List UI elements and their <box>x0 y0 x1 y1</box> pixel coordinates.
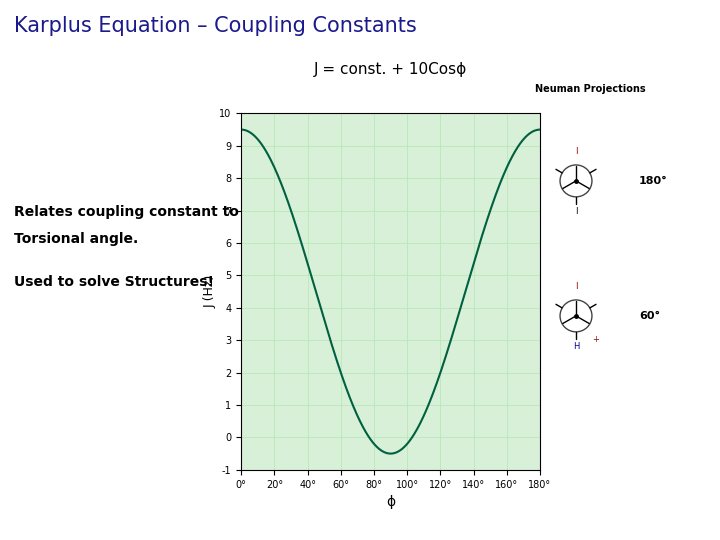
Text: Torsional angle.: Torsional angle. <box>14 232 139 246</box>
Text: Relates coupling constant to: Relates coupling constant to <box>14 205 239 219</box>
Text: Used to solve Structures!: Used to solve Structures! <box>14 275 215 289</box>
Text: 60°: 60° <box>639 311 660 321</box>
Text: I: I <box>575 282 577 291</box>
Text: Neuman Projections: Neuman Projections <box>535 84 646 94</box>
Text: I: I <box>575 147 577 156</box>
Text: H: H <box>573 342 579 351</box>
Text: I: I <box>575 207 577 216</box>
Text: J = const. + 10Cosϕ: J = const. + 10Cosϕ <box>314 62 467 77</box>
Text: Karplus Equation – Coupling Constants: Karplus Equation – Coupling Constants <box>14 16 417 36</box>
X-axis label: ϕ: ϕ <box>386 495 395 509</box>
Text: +: + <box>592 335 598 344</box>
Text: 180°: 180° <box>639 176 667 186</box>
Y-axis label: J (Hz): J (Hz) <box>204 275 217 308</box>
